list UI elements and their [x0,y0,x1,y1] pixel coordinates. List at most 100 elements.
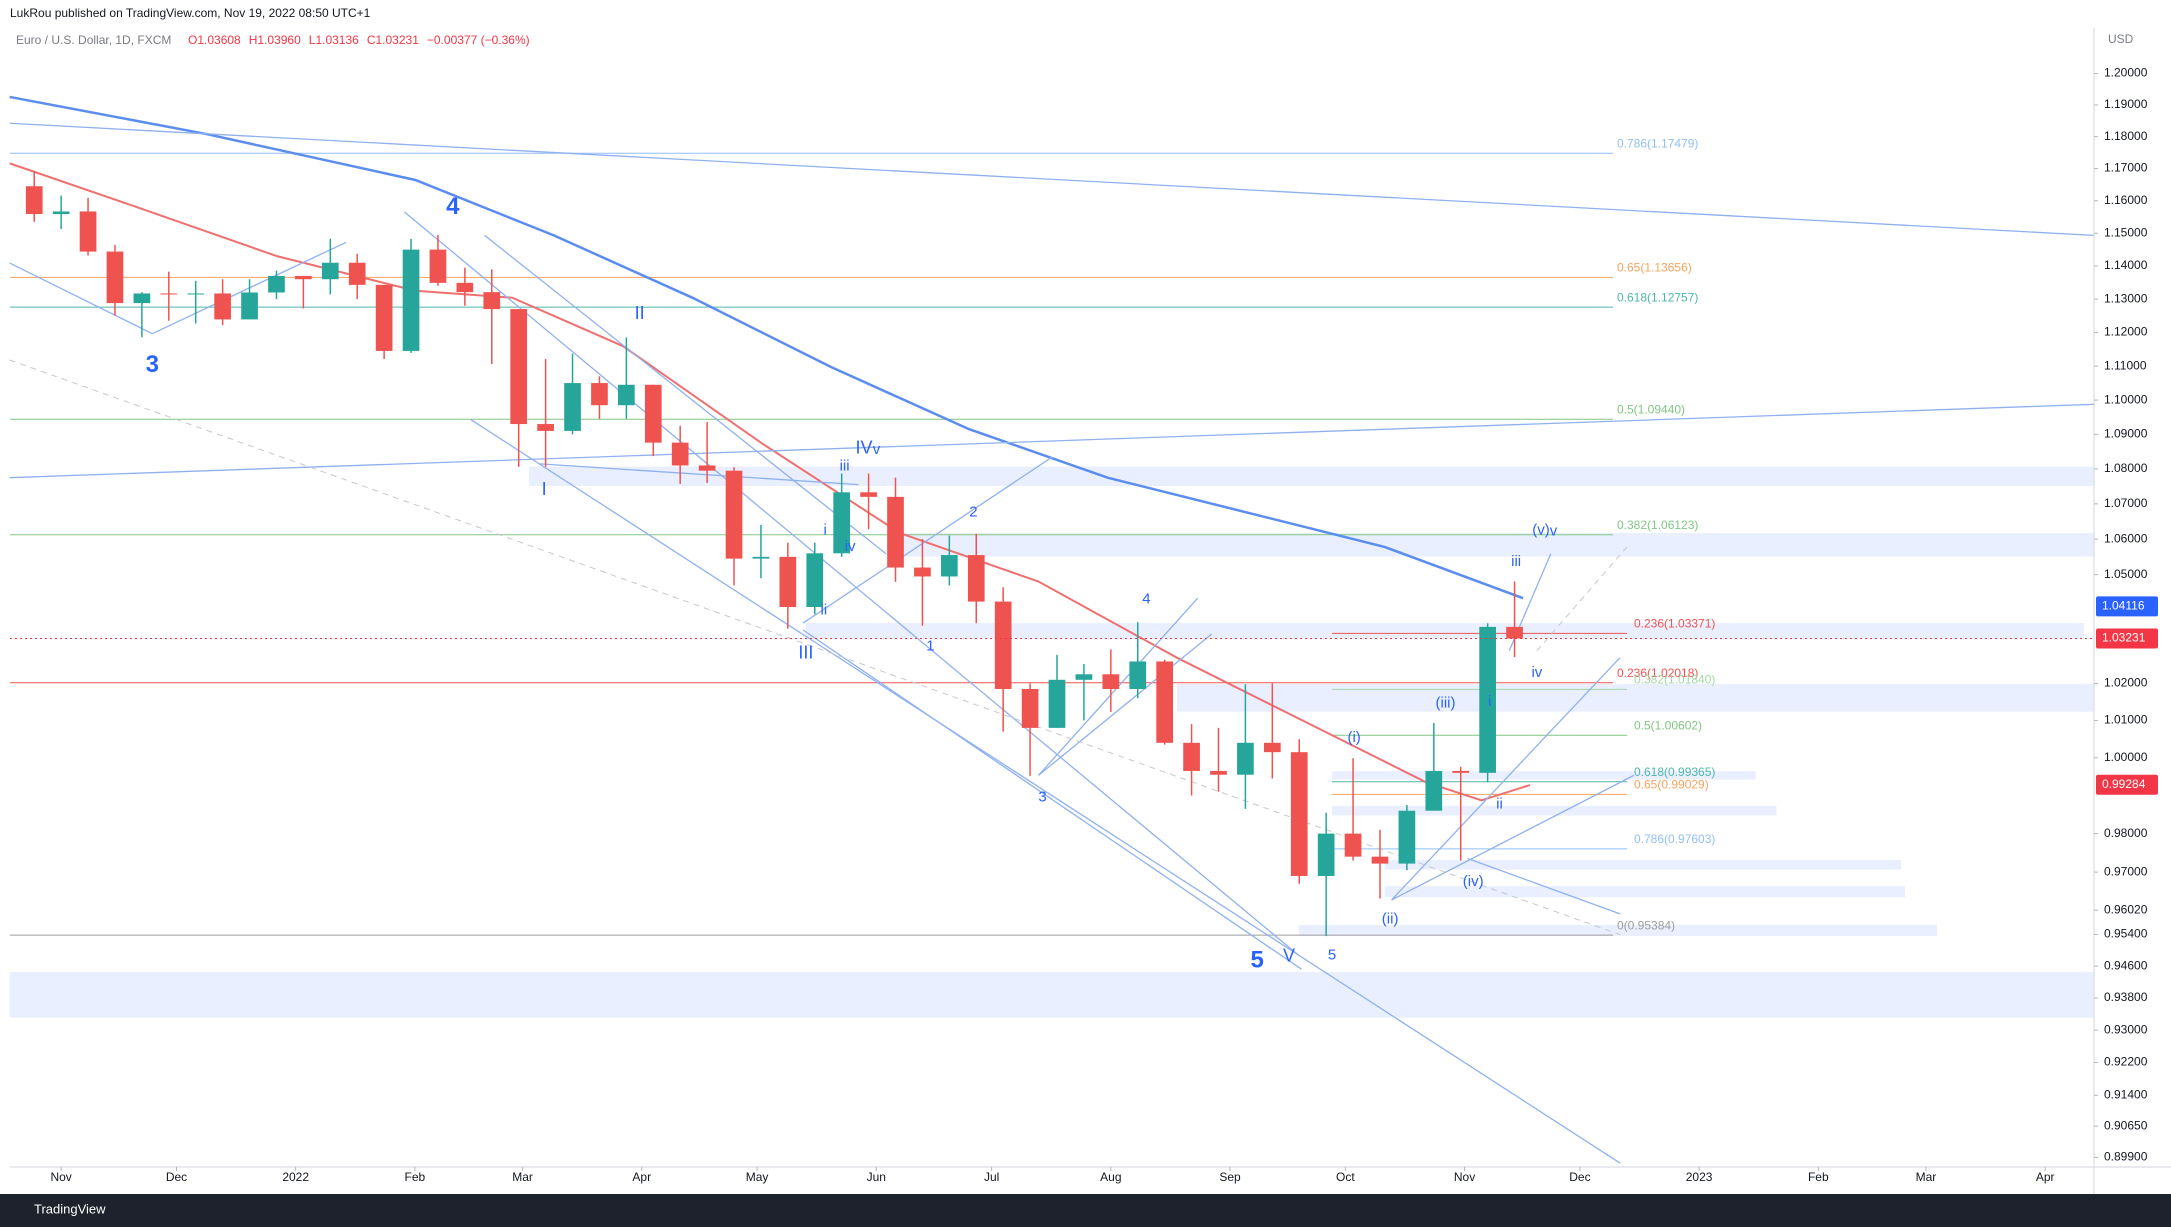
wave-label: iv [1531,664,1542,681]
candle-body [887,496,904,568]
candle-body [241,292,258,320]
candle-body [268,275,285,293]
x-tick-label: Feb [1808,1170,1829,1184]
wave-label: 4 [1142,591,1150,608]
candle-body [321,262,339,280]
candle-body [510,309,528,425]
candle-body [644,384,662,443]
zone [1384,886,1906,898]
y-tick-label: 1.02000 [2104,676,2148,690]
wave-label: (iii) [1436,694,1456,711]
candle-body [671,442,689,466]
y-tick-label: 1.10000 [2104,392,2148,406]
candle-body [618,384,635,406]
candle-body [52,211,70,215]
fib-label: 0.236(1.03371) [1634,617,1715,631]
candle-body [564,383,581,431]
candle-body [1048,679,1066,728]
y-tick-label: 0.94600 [2104,958,2148,972]
y-tick-label: 1.13000 [2104,291,2148,305]
y-tick-label: 1.00000 [2104,750,2148,764]
trend-line [802,629,1302,970]
brand: TradingView [34,1201,106,1216]
candle-body [725,470,743,559]
y-tick-label: 1.19000 [2104,97,2148,111]
y-tick-label: 1.11000 [2104,358,2147,372]
x-tick-label: Aug [1100,1170,1121,1184]
y-tick-label: 0.92200 [2104,1055,2148,1069]
wave-label: V [1283,946,1295,966]
zone [805,623,2084,639]
candle-body [1506,626,1523,639]
wave-label: ii [821,602,828,619]
y-tick-label: 0.98000 [2104,826,2148,840]
candle-body [1398,810,1416,864]
candle-body [160,293,178,295]
candle-body [187,293,205,295]
candle-body [1425,770,1443,811]
wave-label: (i) [1347,729,1360,746]
fib-label: 0.618(1.12757) [1617,290,1698,304]
trend-line [403,211,1300,956]
price-tag [2096,774,2158,795]
fib-label: 0.786(1.17479) [1617,136,1698,150]
price-tag-label: 0.99284 [2102,777,2146,791]
fib-label: 0.5(1.00602) [1634,718,1702,732]
ohlc-value: C1.03231 [367,33,419,47]
fib-label: 0.618(0.99365) [1634,765,1715,779]
y-tick-label: 0.97000 [2104,864,2148,878]
y-tick-label: 1.05000 [2104,567,2148,581]
x-tick-label: Dec [1569,1170,1590,1184]
wave-label: v [873,441,881,458]
moving-average [9,162,1531,802]
x-tick-label: Sep [1219,1170,1241,1184]
y-tick-label: 0.96020 [2104,902,2148,916]
trend-line [484,234,887,555]
y-tick-label: 1.15000 [2104,225,2148,239]
trend-line [1391,774,1635,901]
trend-line [1467,857,1621,915]
price-tag-label: 1.04116 [2102,599,2145,613]
y-tick-label: 1.06000 [2104,531,2148,545]
wave-label: I [542,479,547,499]
candle-body [940,555,958,577]
wave-label: III [798,642,813,662]
wave-label: iii [840,458,850,475]
fib-label: 0.65(0.99029) [1634,778,1709,792]
wave-label: 4 [446,193,460,220]
x-tick-label: Dec [166,1170,187,1184]
trend-line [1536,546,1628,652]
candle-body [1263,742,1281,753]
zone [1384,859,1902,870]
candle-body [591,383,608,406]
wave-label: (iv) [1463,873,1484,890]
x-tick-label: Nov [50,1170,71,1184]
candle-body [133,293,151,304]
fib-label: 0(0.95384) [1617,918,1675,932]
zone [1331,771,1756,780]
wave-label: 3 [146,351,159,378]
candle-body [106,251,124,304]
zone [1176,683,2094,712]
fib-label: 0.382(1.06123) [1617,518,1698,532]
axis-unit: USD [2108,32,2134,46]
x-tick-label: Feb [405,1170,426,1184]
candle-body [537,424,554,431]
candle-body [429,249,447,283]
zone [1298,924,1938,936]
y-tick-label: 1.18000 [2104,129,2148,143]
price-tag [2096,596,2158,617]
candle-body [1156,661,1174,743]
candle-body [698,465,716,471]
wave-label: 3 [1038,788,1046,805]
y-tick-label: 1.16000 [2104,193,2148,207]
y-tick-label: 1.09000 [2104,427,2148,441]
wave-label: i [824,521,827,538]
y-tick-label: 0.91400 [2104,1087,2148,1101]
trend-line [470,418,1621,1164]
x-tick-label: 2023 [1686,1170,1713,1184]
x-tick-label: Apr [2036,1170,2055,1184]
x-tick-label: Mar [1916,1170,1937,1184]
moving-average [9,95,1524,600]
